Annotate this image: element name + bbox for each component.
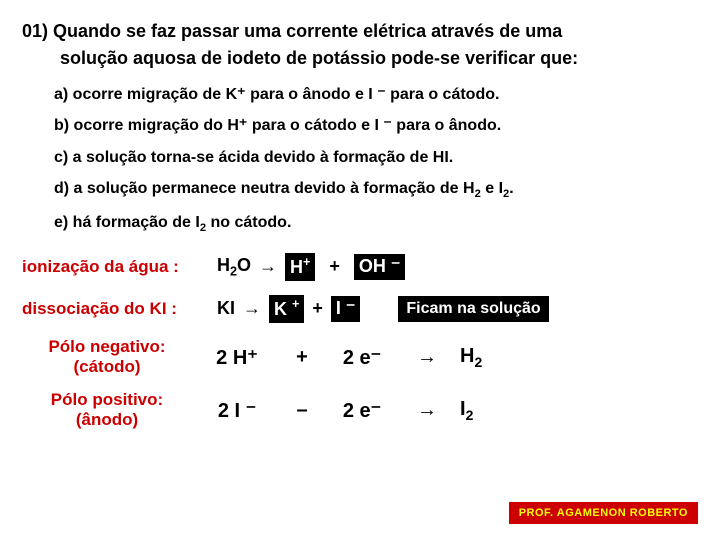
- option-b: b) ocorre migração do H⁺ para o cátodo e…: [54, 115, 698, 137]
- anode-product: I2: [452, 398, 520, 423]
- dissociation-label: dissociação do KI :: [22, 299, 217, 319]
- cathode-label: Pólo negativo:(cátodo): [22, 337, 192, 378]
- question-stem: 01) Quando se faz passar uma corrente el…: [22, 18, 698, 72]
- ki-text: KI: [217, 298, 235, 319]
- anode-row: Pólo positivo:(ânodo) 2 I ⁻ – 2 e⁻ → I2: [22, 390, 698, 431]
- k-plus-chip: K +: [269, 295, 304, 323]
- plus-sign: +: [282, 346, 322, 369]
- options-list: a) ocorre migração de K⁺ para o ânodo e …: [54, 84, 698, 237]
- plus-sign: +: [329, 256, 340, 277]
- arrow-icon: →: [402, 399, 452, 422]
- electrons: 2 e⁻: [322, 398, 402, 423]
- anode-label: Pólo positivo:(ânodo): [22, 390, 192, 431]
- explanation-area: ionização da água : H2O → H+ + OH ⁻ diss…: [22, 253, 698, 431]
- author-footer: PROF. AGAMENON ROBERTO: [509, 502, 698, 524]
- h-plus-chip: H+: [285, 253, 315, 281]
- option-c: c) a solução torna-se ácida devido à for…: [54, 147, 698, 169]
- cathode-reactant: 2 H⁺: [192, 345, 282, 370]
- option-e: e) há formação de I2 no cátodo.: [54, 212, 698, 237]
- dissociation-formula: KI → K + + I ⁻ Ficam na solução: [217, 295, 549, 323]
- anode-reactant: 2 I ⁻: [192, 398, 282, 423]
- minus-sign: –: [282, 399, 322, 422]
- electrons: 2 e⁻: [322, 345, 402, 370]
- h2o: H2O: [217, 255, 251, 279]
- arrow-icon: →: [402, 346, 452, 369]
- arrow-icon: →: [243, 298, 261, 319]
- ionization-label: ionização da água :: [22, 257, 217, 277]
- option-a: a) ocorre migração de K⁺ para o ânodo e …: [54, 84, 698, 106]
- ficam-chip: Ficam na solução: [398, 296, 548, 322]
- arrow-icon: →: [259, 256, 277, 277]
- i-minus-chip: I ⁻: [331, 296, 361, 322]
- electrode-equations: Pólo negativo:(cátodo) 2 H⁺ + 2 e⁻ → H2 …: [22, 337, 698, 431]
- ionization-row: ionização da água : H2O → H+ + OH ⁻: [22, 253, 698, 281]
- option-d: d) a solução permanece neutra devido à f…: [54, 178, 698, 203]
- oh-minus-chip: OH ⁻: [354, 254, 406, 280]
- question-line1: 01) Quando se faz passar uma corrente el…: [22, 21, 562, 41]
- question-line2: solução aquosa de iodeto de potássio pod…: [60, 48, 578, 68]
- dissociation-row: dissociação do KI : KI → K + + I ⁻ Ficam…: [22, 295, 698, 323]
- cathode-product: H2: [452, 345, 520, 370]
- ionization-formula: H2O → H+ + OH ⁻: [217, 253, 405, 281]
- plus-sign: +: [312, 298, 323, 319]
- cathode-row: Pólo negativo:(cátodo) 2 H⁺ + 2 e⁻ → H2: [22, 337, 698, 378]
